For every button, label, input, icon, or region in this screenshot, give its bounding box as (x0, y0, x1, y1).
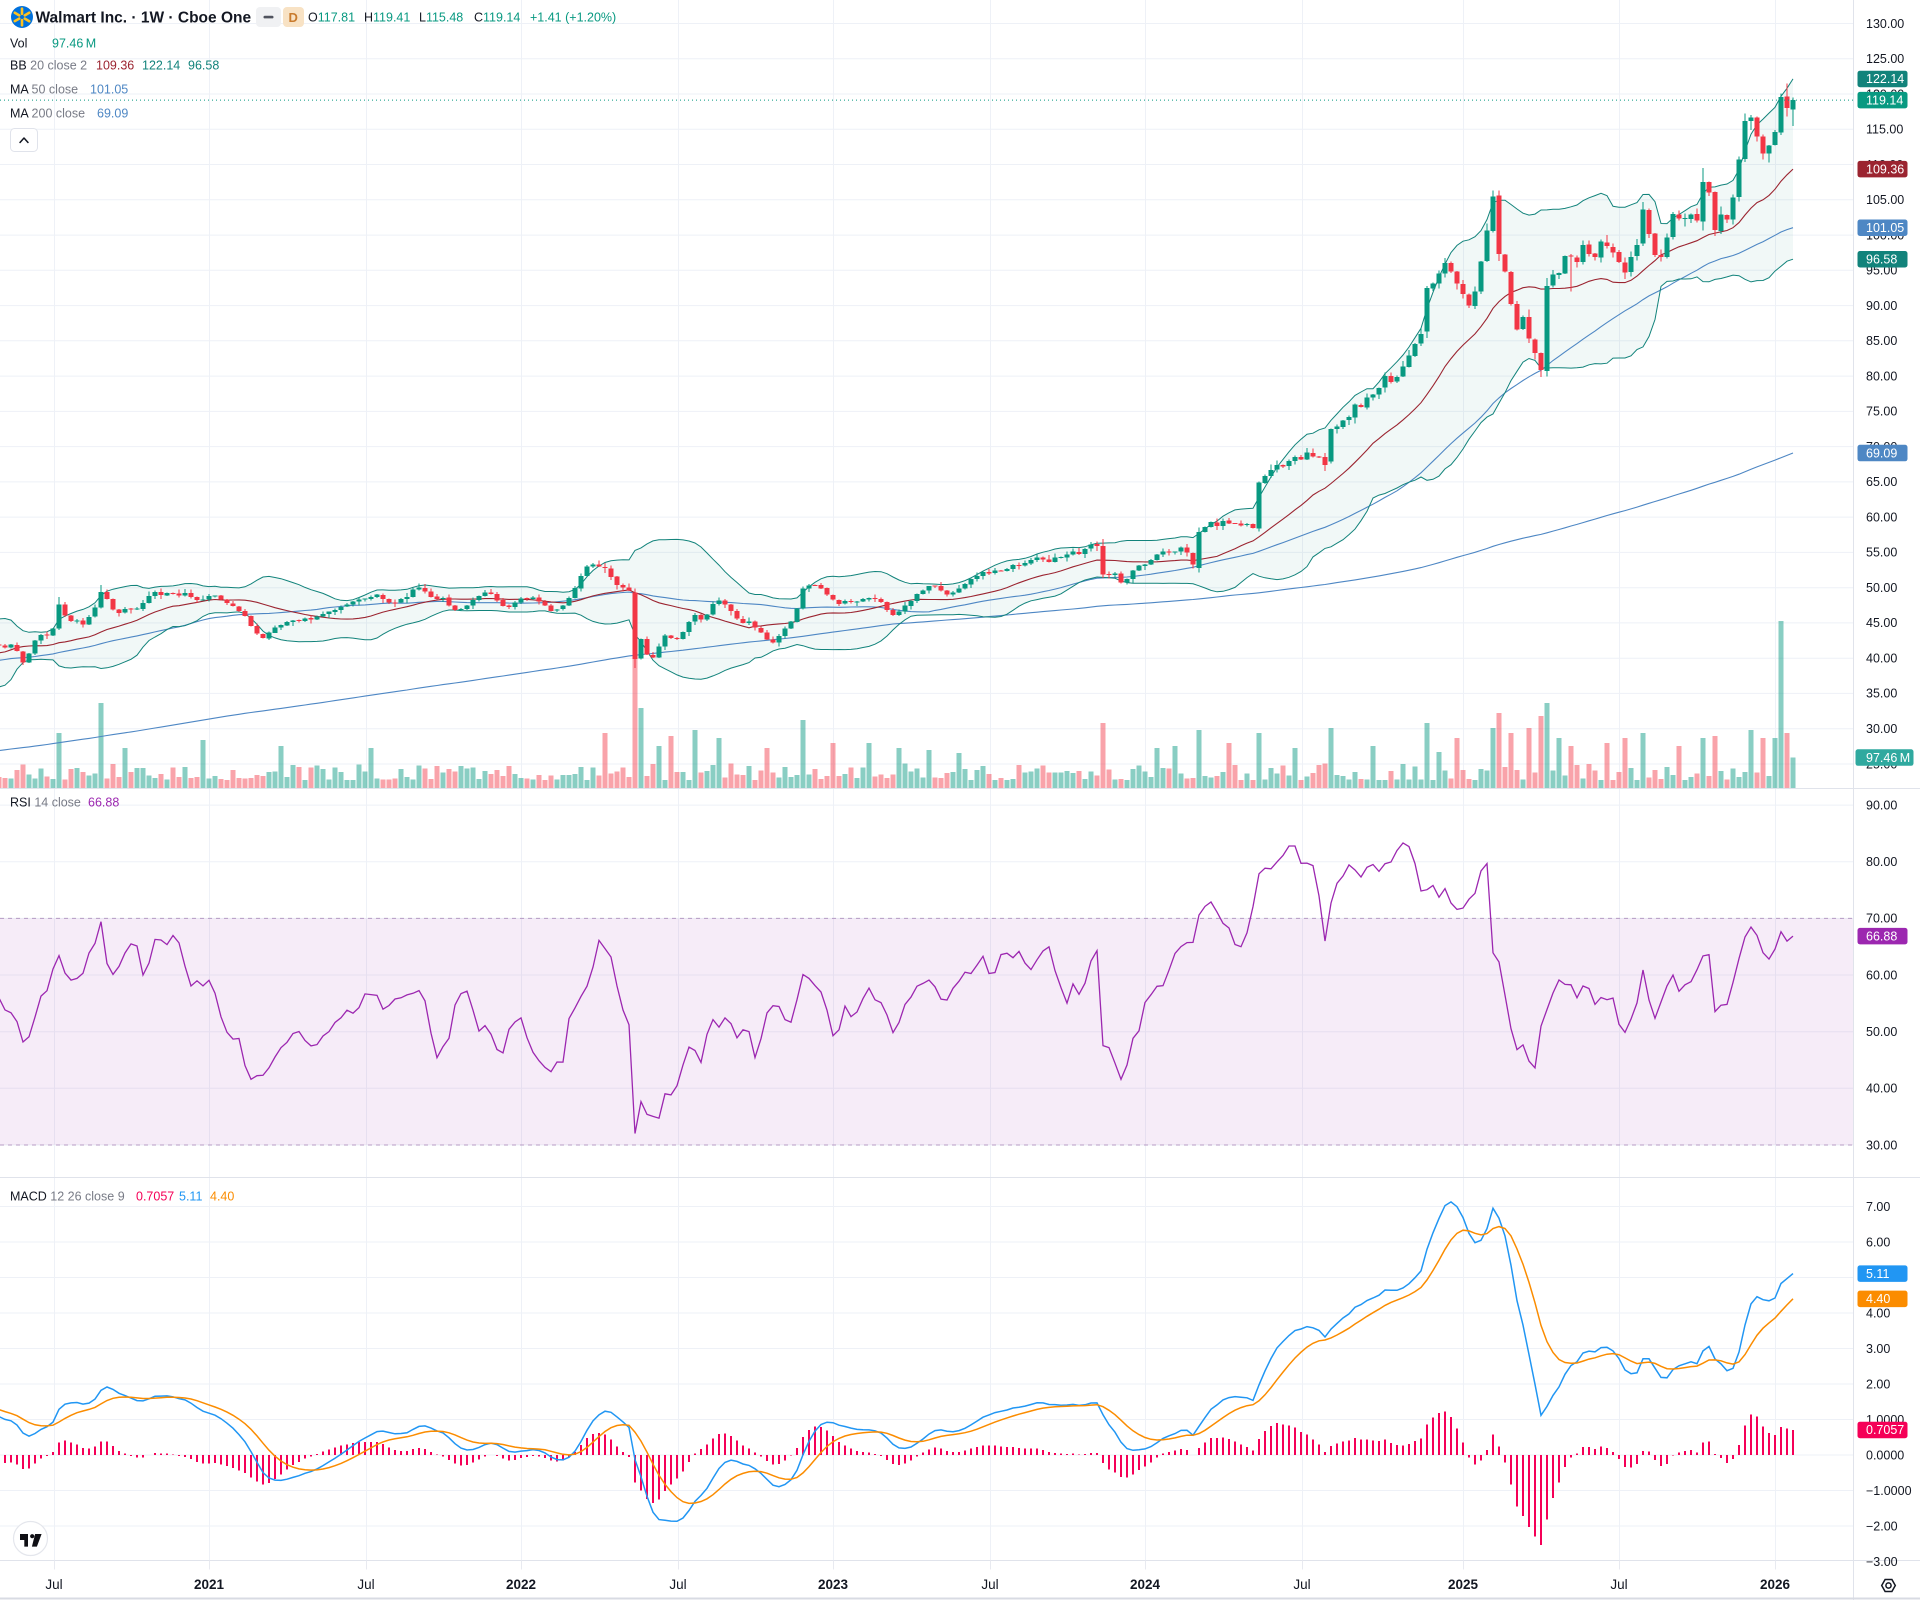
svg-text:Jul: Jul (669, 1577, 686, 1592)
svg-text:80.00: 80.00 (1866, 369, 1897, 383)
svg-text:−2.00: −2.00 (1866, 1519, 1898, 1533)
svg-text:4.00: 4.00 (1866, 1306, 1890, 1320)
svg-text:Jul: Jul (1610, 1577, 1627, 1592)
svg-text:69.09: 69.09 (1866, 446, 1897, 460)
svg-text:122.14: 122.14 (142, 59, 180, 73)
svg-text:RSI 14 close: RSI 14 close (10, 796, 81, 810)
svg-text:−1.0000: −1.0000 (1866, 1484, 1912, 1498)
svg-text:122.14: 122.14 (1866, 72, 1904, 86)
svg-text:2025: 2025 (1448, 1577, 1479, 1592)
svg-text:2022: 2022 (506, 1577, 536, 1592)
svg-text:50.00: 50.00 (1866, 581, 1897, 595)
svg-text:30.00: 30.00 (1866, 722, 1897, 736)
svg-text:80.00: 80.00 (1866, 855, 1897, 869)
svg-text:65.00: 65.00 (1866, 475, 1897, 489)
svg-text:L115.48: L115.48 (419, 11, 463, 25)
svg-text:35.00: 35.00 (1866, 687, 1897, 701)
svg-text:MACD 12 26 close 9: MACD 12 26 close 9 (10, 1190, 125, 1204)
svg-text:2026: 2026 (1760, 1577, 1791, 1592)
svg-text:H119.41: H119.41 (364, 11, 410, 25)
svg-text:2021: 2021 (194, 1577, 225, 1592)
svg-text:96.58: 96.58 (1866, 253, 1897, 267)
svg-text:Jul: Jul (357, 1577, 374, 1592)
svg-text:69.09: 69.09 (97, 107, 128, 121)
svg-text:Jul: Jul (981, 1577, 998, 1592)
svg-text:130.00: 130.00 (1866, 17, 1904, 31)
svg-text:109.36: 109.36 (1866, 162, 1904, 176)
svg-text:66.88: 66.88 (1866, 929, 1897, 943)
svg-text:66.88: 66.88 (88, 796, 119, 810)
svg-text:40.00: 40.00 (1866, 652, 1897, 666)
svg-text:Jul: Jul (45, 1577, 62, 1592)
svg-text:2023: 2023 (818, 1577, 849, 1592)
svg-text:50.00: 50.00 (1866, 1025, 1897, 1039)
svg-text:55.00: 55.00 (1866, 546, 1897, 560)
svg-text:+1.41 (+1.20%): +1.41 (+1.20%) (530, 11, 616, 25)
svg-text:BB 20 close 2: BB 20 close 2 (10, 59, 87, 73)
svg-text:MA 50 close: MA 50 close (10, 83, 78, 97)
svg-text:109.36: 109.36 (96, 59, 134, 73)
svg-text:101.05: 101.05 (1866, 221, 1904, 235)
svg-text:119.14: 119.14 (1866, 93, 1903, 107)
svg-text:97.46 M: 97.46 M (52, 37, 96, 51)
svg-text:3.00: 3.00 (1866, 1342, 1890, 1356)
svg-text:125.00: 125.00 (1866, 52, 1904, 66)
svg-text:MA 200 close: MA 200 close (10, 107, 85, 121)
svg-text:101.05: 101.05 (90, 83, 128, 97)
svg-text:6.00: 6.00 (1866, 1235, 1890, 1249)
svg-text:70.00: 70.00 (1866, 912, 1897, 926)
svg-text:97.46 M: 97.46 M (1866, 751, 1910, 765)
svg-text:0.7057: 0.7057 (1866, 1423, 1904, 1437)
svg-text:90.00: 90.00 (1866, 299, 1897, 313)
svg-text:5.11: 5.11 (179, 1190, 202, 1204)
svg-text:−3.00: −3.00 (1866, 1555, 1898, 1569)
svg-text:90.00: 90.00 (1866, 798, 1897, 812)
svg-text:Walmart Inc. · 1W · Cboe One: Walmart Inc. · 1W · Cboe One (36, 10, 252, 27)
svg-text:D: D (289, 10, 298, 25)
svg-text:45.00: 45.00 (1866, 616, 1897, 630)
svg-text:85.00: 85.00 (1866, 334, 1897, 348)
svg-text:115.00: 115.00 (1866, 123, 1903, 137)
svg-text:7.00: 7.00 (1866, 1200, 1890, 1214)
svg-text:2024: 2024 (1130, 1577, 1161, 1592)
svg-text:4.40: 4.40 (210, 1190, 234, 1204)
svg-text:0.7057: 0.7057 (136, 1190, 174, 1204)
svg-text:105.00: 105.00 (1866, 193, 1904, 207)
svg-text:2.00: 2.00 (1866, 1377, 1890, 1391)
svg-text:5.11: 5.11 (1866, 1267, 1889, 1281)
svg-text:30.00: 30.00 (1866, 1138, 1897, 1152)
svg-text:60.00: 60.00 (1866, 510, 1897, 524)
svg-text:60.00: 60.00 (1866, 968, 1897, 982)
svg-text:75.00: 75.00 (1866, 405, 1897, 419)
svg-text:40.00: 40.00 (1866, 1082, 1897, 1096)
svg-text:Vol: Vol (10, 37, 27, 51)
svg-text:O117.81: O117.81 (308, 11, 355, 25)
svg-text:4.40: 4.40 (1866, 1292, 1890, 1306)
svg-text:96.58: 96.58 (188, 59, 219, 73)
svg-text:Jul: Jul (1293, 1577, 1310, 1592)
svg-text:C119.14: C119.14 (474, 11, 520, 25)
svg-text:0.0000: 0.0000 (1866, 1448, 1904, 1462)
